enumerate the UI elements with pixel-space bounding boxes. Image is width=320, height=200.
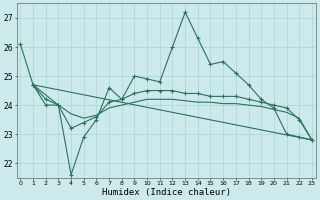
X-axis label: Humidex (Indice chaleur): Humidex (Indice chaleur) [102,188,231,197]
